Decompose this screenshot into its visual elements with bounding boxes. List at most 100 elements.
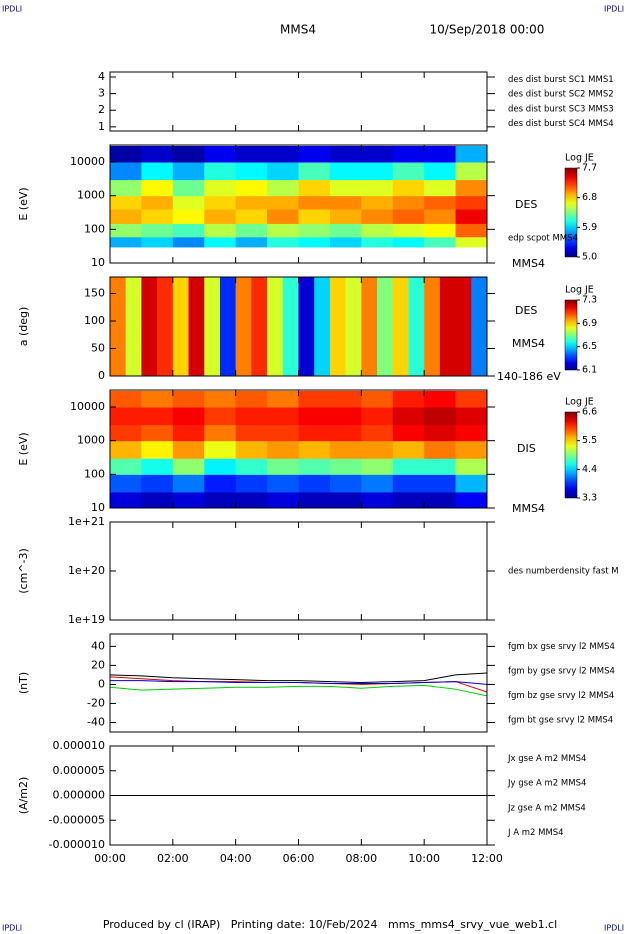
spectrogram-cell xyxy=(141,236,174,248)
spectrogram-cell xyxy=(110,195,142,210)
corner-label: IPDLI xyxy=(2,924,22,933)
spectrogram-cell xyxy=(235,458,268,475)
spectrogram-cell xyxy=(392,223,425,238)
spectrogram-cell xyxy=(204,179,237,197)
y-tick-label: -20 xyxy=(87,696,105,709)
spectrogram-cell xyxy=(235,390,268,408)
spectrogram-cell xyxy=(110,474,142,493)
spectrogram-cell xyxy=(329,195,362,210)
spectrogram-cell xyxy=(267,424,299,442)
y-tick-label: 150 xyxy=(84,287,105,300)
spectrogram-cell xyxy=(329,277,347,376)
x-tick-label: 04:00 xyxy=(220,852,252,865)
spectrogram-cell xyxy=(204,145,237,163)
colorbar xyxy=(564,167,578,258)
spectrogram-cell xyxy=(455,474,487,493)
spectrogram-cell xyxy=(424,440,457,459)
spectrogram-cell xyxy=(172,458,205,475)
spectrogram-cell xyxy=(361,458,394,475)
spectrogram-cell xyxy=(392,236,425,248)
panel-frame xyxy=(109,521,488,621)
y-tick-label: 3 xyxy=(98,87,105,100)
spectrogram-cell xyxy=(110,162,142,181)
legend-entry: des numberdensity fast M xyxy=(508,567,619,577)
spectrogram-cell xyxy=(424,145,457,163)
spectrogram-cell xyxy=(172,223,205,238)
spectrogram-cell xyxy=(455,440,487,459)
corner-label: IPDLI xyxy=(2,5,22,14)
footer: Produced by cl (IRAP) Printing date: 10/… xyxy=(103,918,557,931)
spectrogram-cell xyxy=(204,491,237,508)
y-tick-label: 1e+20 xyxy=(68,564,105,577)
spectrogram-cell xyxy=(110,209,142,224)
spectrogram-cell xyxy=(267,407,299,426)
spectrogram-cell xyxy=(361,162,394,181)
colorbar xyxy=(564,299,578,371)
spectrogram-cell xyxy=(439,277,457,376)
spectrogram-cell xyxy=(141,145,174,163)
spectrogram-cell xyxy=(361,179,394,197)
y-axis-label: (A/m2) xyxy=(17,777,30,815)
spectrogram-cell xyxy=(204,223,237,238)
spectrogram-cell xyxy=(455,407,487,426)
spectrogram-cell xyxy=(298,424,331,442)
y-tick-label: 10 xyxy=(91,256,105,269)
legend-entry: des dist burst SC3 MMS3 xyxy=(508,104,614,114)
spectrogram-cell xyxy=(329,491,362,508)
spectrogram-cell xyxy=(361,474,394,493)
spectrogram-cell xyxy=(204,458,237,475)
spectrogram-cell xyxy=(141,277,158,376)
spectrogram-cell xyxy=(141,179,174,197)
spectrogram-cell xyxy=(329,440,362,459)
spectrogram-cell xyxy=(298,209,331,224)
spectrogram-cell xyxy=(455,491,487,508)
y-tick-label: 40 xyxy=(91,639,105,652)
spectrogram-cell xyxy=(141,424,174,442)
y-tick-label: 1 xyxy=(98,120,105,133)
spectrogram-cell xyxy=(392,195,425,210)
y-tick-label: 4 xyxy=(98,70,105,83)
spectrogram-cell xyxy=(267,458,299,475)
spectrogram-cell xyxy=(204,424,237,442)
y-tick-label: 1e+21 xyxy=(68,515,105,528)
y-axis-label: (cm^-3) xyxy=(17,548,30,594)
y-tick-label: 10000 xyxy=(70,155,105,168)
colorbar-tick-label: 6.9 xyxy=(582,318,597,329)
spectrogram-cell xyxy=(235,236,268,248)
y-tick-label: 0.000000 xyxy=(53,789,106,802)
annotation: MMS4 xyxy=(512,337,545,350)
y-tick-label: 100 xyxy=(84,222,105,235)
colorbar-title: Log JE xyxy=(565,397,594,408)
spectrogram-cell xyxy=(408,277,425,376)
legend-entry: fgm bz gse srvy l2 MMS4 xyxy=(508,691,614,701)
spectrogram-cell xyxy=(141,390,174,408)
spectrogram-cell xyxy=(392,390,425,408)
annotation: 140-186 eV xyxy=(497,370,561,383)
spectrogram-cell xyxy=(361,491,394,508)
colorbar-tick-label: 7.7 xyxy=(582,163,597,174)
colorbar xyxy=(564,411,578,499)
spectrogram-cell xyxy=(141,407,174,426)
spectrogram-cell xyxy=(235,223,268,238)
spectrogram-cell xyxy=(329,390,362,408)
spectrogram-cell xyxy=(361,424,394,442)
spectrogram-cell xyxy=(455,390,487,408)
spectrogram-cell xyxy=(329,223,362,238)
spectrogram-cell xyxy=(392,145,425,163)
spectrogram-cell xyxy=(329,162,362,181)
spectrogram-cell xyxy=(235,440,268,459)
spectrogram-cell xyxy=(235,145,268,163)
colorbar-tick-label: 4.4 xyxy=(582,464,597,475)
spectrogram-cell xyxy=(424,390,457,408)
spectrogram-cell xyxy=(141,474,174,493)
spectrogram-cell xyxy=(110,458,142,475)
y-tick-label: -0.000005 xyxy=(49,813,105,826)
spectrogram-cell xyxy=(329,424,362,442)
spectrogram-cell xyxy=(235,209,268,224)
spectrogram-cell xyxy=(424,491,457,508)
spectrogram-cell xyxy=(392,474,425,493)
annotation: DES xyxy=(515,198,537,211)
spectrogram-cell xyxy=(345,277,362,376)
spectrogram-cell xyxy=(471,277,487,376)
spectrogram-cell xyxy=(267,209,299,224)
